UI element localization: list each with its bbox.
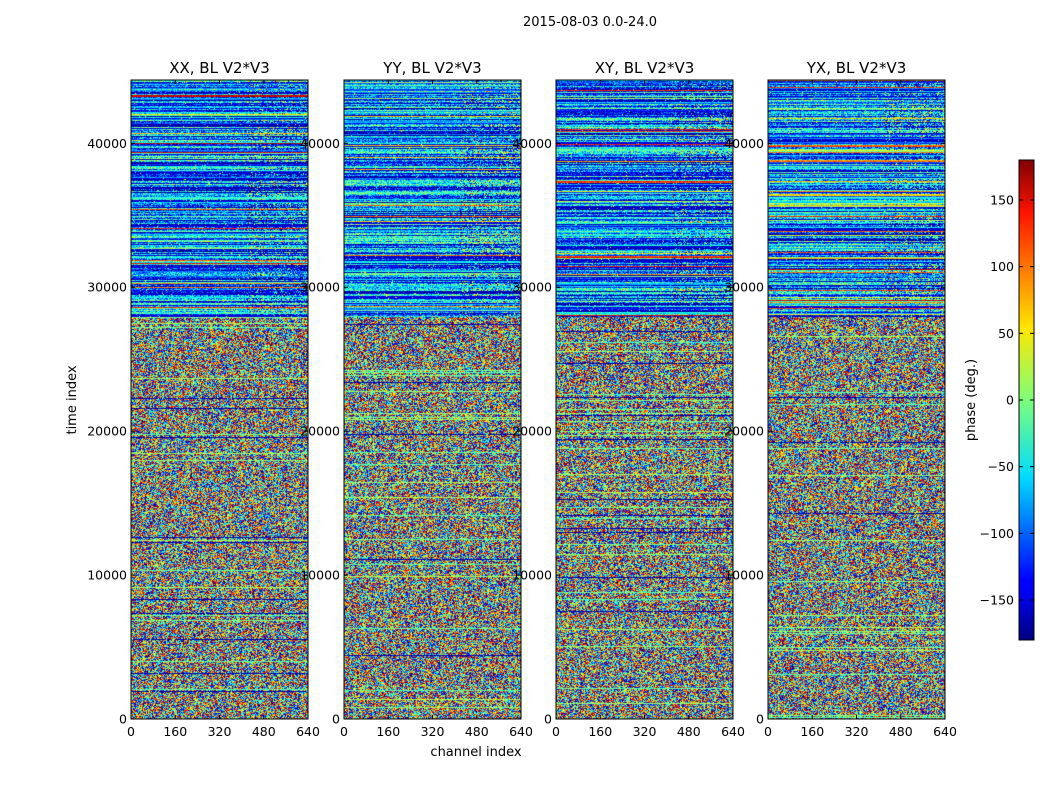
x-tick-label: 480 xyxy=(677,724,701,739)
x-tick-label: 320 xyxy=(845,724,869,739)
y-tick-label: 40000 xyxy=(87,136,127,151)
x-tick-label: 320 xyxy=(421,724,445,739)
panel-title: XY, BL V2*V3 xyxy=(595,59,695,77)
x-tick-label: 0 xyxy=(340,724,348,739)
y-tick-label: 20000 xyxy=(724,424,764,439)
x-tick-label: 480 xyxy=(252,724,276,739)
x-tick-label: 160 xyxy=(800,724,824,739)
panel-title: XX, BL V2*V3 xyxy=(169,59,270,77)
y-tick-label: 10000 xyxy=(724,568,764,583)
x-tick-label: 160 xyxy=(588,724,612,739)
colorbar-tick-label: 100 xyxy=(990,259,1014,274)
y-tick-label: 40000 xyxy=(512,136,552,151)
colorbar-tick-label: 50 xyxy=(998,326,1014,341)
colorbar-tick-label: 0 xyxy=(1006,393,1014,408)
panel-4: YX, BL V2*V3 0 160 320 480 640 0 10000 20000 3000… xyxy=(724,59,957,739)
x-tick-label: 0 xyxy=(127,724,135,739)
y-tick-label: 0 xyxy=(756,712,764,727)
panel-title: YY, BL V2*V3 xyxy=(382,59,481,77)
x-tick-label: 160 xyxy=(376,724,400,739)
panel-3: XY, BL V2*V3 0 160 320 480 640 0 10000 20000 3000… xyxy=(512,59,745,739)
figure-suptitle: 2015-08-03 0.0-24.0 xyxy=(523,15,657,30)
x-tick-label: 640 xyxy=(509,724,533,739)
heatmap-image xyxy=(768,80,945,719)
y-tick-label: 10000 xyxy=(300,568,340,583)
x-tick-label: 480 xyxy=(465,724,489,739)
y-tick-label: 0 xyxy=(332,712,340,727)
x-axis-label: channel index xyxy=(430,745,521,760)
colorbar-tick-label: −100 xyxy=(980,526,1014,541)
x-tick-label: 640 xyxy=(933,724,957,739)
x-tick-label: 0 xyxy=(764,724,772,739)
x-tick-label: 480 xyxy=(889,724,913,739)
y-tick-label: 10000 xyxy=(512,568,552,583)
colorbar-tick-label: −50 xyxy=(988,459,1014,474)
x-tick-label: 160 xyxy=(163,724,187,739)
y-tick-label: 20000 xyxy=(512,424,552,439)
x-tick-label: 0 xyxy=(552,724,560,739)
y-tick-label: 30000 xyxy=(512,280,552,295)
y-axis-label: time index xyxy=(65,365,80,434)
x-tick-label: 320 xyxy=(208,724,232,739)
panel-2: YY, BL V2*V3 0 160 320 480 640 0 10000 20000 3000… xyxy=(300,59,533,739)
y-tick-label: 30000 xyxy=(300,280,340,295)
y-tick-label: 30000 xyxy=(724,280,764,295)
x-tick-label: 320 xyxy=(633,724,657,739)
x-tick-label: 640 xyxy=(721,724,745,739)
x-tick-label: 640 xyxy=(296,724,320,739)
colorbar-tick-label: 150 xyxy=(990,193,1014,208)
colorbar-gradient xyxy=(1019,160,1034,640)
y-tick-label: 20000 xyxy=(87,424,127,439)
panel-1: XX, BL V2*V3 0 160 320 480 640 0 10000 20000 3000… xyxy=(87,59,320,739)
y-tick-label: 40000 xyxy=(300,136,340,151)
y-tick-label: 20000 xyxy=(300,424,340,439)
colorbar-tick-label: −150 xyxy=(980,593,1014,608)
y-tick-label: 0 xyxy=(119,712,127,727)
y-tick-label: 40000 xyxy=(724,136,764,151)
heatmap-image xyxy=(556,80,733,719)
colorbar-label: phase (deg.) xyxy=(964,359,979,441)
y-tick-label: 30000 xyxy=(87,280,127,295)
panels-group: XX, BL V2*V3 0 160 320 480 640 0 10000 20000 3000… xyxy=(87,59,957,739)
colorbar: −150 −100 −50 0 50 100 150 phase (deg.) xyxy=(964,159,1035,641)
heatmap-image xyxy=(131,80,308,719)
heatmap-image xyxy=(344,80,521,719)
y-tick-label: 0 xyxy=(544,712,552,727)
y-tick-label: 10000 xyxy=(87,568,127,583)
panel-title: YX, BL V2*V3 xyxy=(806,59,907,77)
